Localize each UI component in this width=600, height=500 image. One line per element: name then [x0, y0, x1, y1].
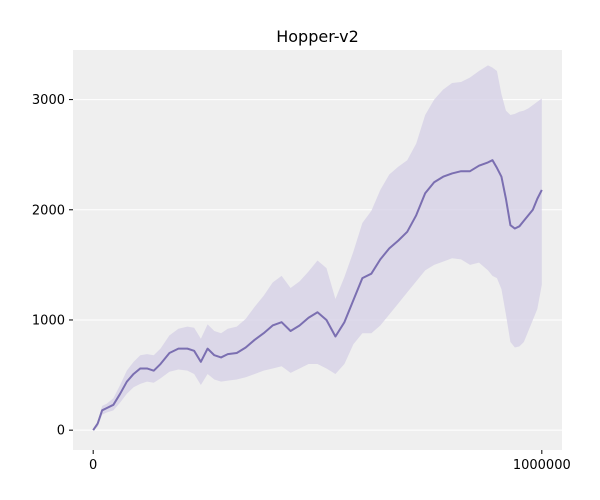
x-tick-label: 0 [89, 458, 97, 473]
y-tick-label: 0 [57, 424, 65, 439]
confidence-band [93, 65, 542, 431]
y-tick-label: 2000 [32, 203, 65, 218]
x-tick-label: 1000000 [513, 458, 571, 473]
y-axis: 0 1000 2000 3000 [32, 93, 73, 439]
y-tick-label: 1000 [32, 313, 65, 328]
series-line [92, 159, 543, 431]
x-axis: 0 1000000 [89, 450, 571, 473]
chart-title: Hopper-v2 [276, 27, 359, 46]
y-tick-label: 3000 [32, 93, 65, 108]
